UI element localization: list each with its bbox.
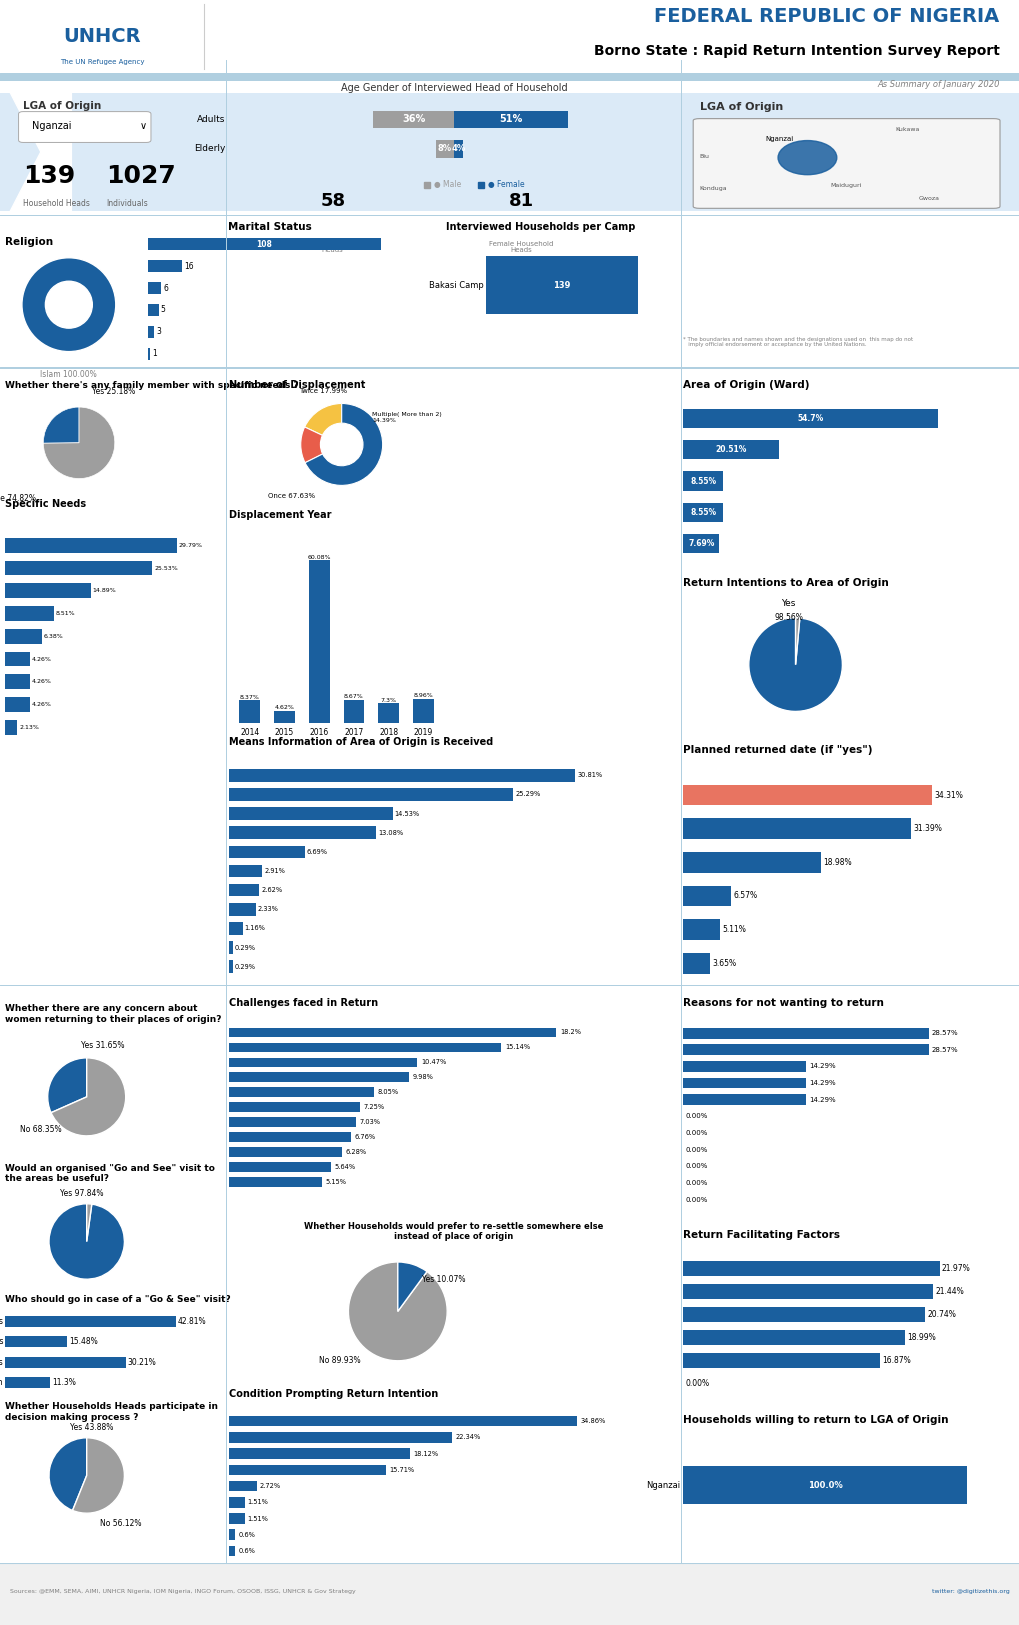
Wedge shape (305, 403, 382, 486)
Wedge shape (43, 406, 115, 478)
Wedge shape (51, 1058, 125, 1136)
Text: Female Household
Heads: Female Household Heads (488, 240, 553, 254)
Text: 2.33%: 2.33% (258, 907, 278, 912)
Bar (5, 561, 152, 575)
Text: 15.48%: 15.48% (68, 1337, 98, 1347)
Bar (229, 923, 243, 934)
Text: Whether Households Heads participate in
decision making process ?: Whether Households Heads participate in … (5, 1402, 218, 1422)
Bar (683, 785, 931, 806)
Text: Means Information of Area of Origin is Received: Means Information of Area of Origin is R… (229, 736, 493, 748)
Bar (148, 304, 159, 315)
Text: 58: 58 (320, 192, 345, 210)
Bar (683, 920, 719, 939)
Text: UNHCR: UNHCR (63, 28, 141, 46)
Bar (229, 1545, 235, 1557)
Bar (683, 1466, 966, 1505)
Text: 34.86%: 34.86% (580, 1419, 605, 1424)
Wedge shape (43, 406, 79, 444)
Text: 14.53%: 14.53% (394, 811, 420, 817)
Text: Specific Needs: Specific Needs (5, 499, 87, 509)
Text: * The boundaries and names shown and the designations used on  this map do not
 : * The boundaries and names shown and the… (683, 336, 913, 348)
Text: 0.00%: 0.00% (686, 1180, 707, 1186)
Bar (229, 1513, 245, 1524)
Title: Age Gender of Interviewed Head of Household: Age Gender of Interviewed Head of Househ… (340, 83, 567, 94)
Bar (229, 1415, 577, 1427)
Bar (683, 535, 718, 554)
Text: 51%: 51% (499, 114, 522, 125)
Text: Elderly: Elderly (194, 145, 225, 153)
Bar (435, 140, 453, 158)
Text: Condition Prompting Return Intention: Condition Prompting Return Intention (229, 1389, 438, 1399)
Text: Religion: Religion (5, 237, 53, 247)
Text: Individuals: Individuals (106, 200, 148, 208)
Text: Area of Origin (Ward): Area of Origin (Ward) (683, 380, 809, 390)
Text: 4.26%: 4.26% (32, 702, 51, 707)
Text: Nganzai: Nganzai (646, 1480, 680, 1490)
Bar (683, 1261, 938, 1276)
Text: 6.38%: 6.38% (44, 634, 63, 639)
Text: 0.00%: 0.00% (686, 1164, 707, 1170)
Bar (378, 704, 398, 723)
Text: Maiduguri: Maiduguri (829, 184, 861, 188)
Text: 8.51%: 8.51% (56, 611, 75, 616)
Text: Yes 31.65%: Yes 31.65% (81, 1042, 124, 1050)
Text: Household Heads: Household Heads (23, 200, 90, 208)
Bar (5, 652, 30, 666)
FancyBboxPatch shape (693, 119, 999, 208)
Text: Who should go in case of a "Go & See" visit?: Who should go in case of a "Go & See" vi… (5, 1295, 230, 1303)
Text: 4.62%: 4.62% (274, 705, 294, 710)
Bar (683, 886, 731, 907)
Bar (229, 1147, 342, 1157)
Text: No 56.12%: No 56.12% (100, 1519, 142, 1529)
Text: 1027: 1027 (106, 164, 175, 188)
Text: 11.3%: 11.3% (52, 1378, 76, 1388)
Bar (683, 1094, 805, 1105)
Bar (148, 325, 154, 338)
Text: ● Female: ● Female (487, 180, 524, 188)
Bar (5, 674, 30, 689)
Text: Displacement Year: Displacement Year (229, 510, 331, 520)
Text: 14.29%: 14.29% (808, 1081, 835, 1086)
Text: As Summary of January 2020: As Summary of January 2020 (876, 80, 999, 89)
Text: 3: 3 (156, 327, 161, 336)
Text: 14.29%: 14.29% (808, 1097, 835, 1103)
Text: 18.99%: 18.99% (906, 1332, 935, 1342)
Wedge shape (795, 618, 799, 665)
Text: Twice 17.99%: Twice 17.99% (299, 388, 347, 395)
Bar (229, 808, 392, 819)
Text: 4%: 4% (450, 145, 465, 153)
Text: 20.51%: 20.51% (715, 445, 746, 453)
Bar (229, 769, 575, 782)
Text: 10.47%: 10.47% (421, 1060, 446, 1066)
Text: Nganzai: Nganzai (764, 136, 793, 141)
Text: Women: Women (0, 1378, 3, 1388)
Text: 29.79%: 29.79% (178, 543, 203, 548)
Bar (5, 629, 42, 644)
Text: 16: 16 (184, 262, 194, 271)
Text: Whether there are any concern about
women returning to their places of origin?: Whether there are any concern about wome… (5, 1004, 221, 1024)
Text: 8.96%: 8.96% (414, 694, 433, 699)
Text: 0.6%: 0.6% (238, 1532, 255, 1537)
Text: Biu: Biu (699, 154, 709, 159)
Text: 15.71%: 15.71% (389, 1467, 414, 1472)
Text: Konduga: Konduga (699, 185, 727, 190)
Text: 34.31%: 34.31% (933, 790, 962, 800)
Text: 0.00%: 0.00% (686, 1129, 707, 1136)
Text: 8.37%: 8.37% (239, 696, 260, 700)
Text: Yes 97.84%: Yes 97.84% (60, 1188, 104, 1198)
Text: 5.11%: 5.11% (721, 925, 746, 934)
Text: 30.81%: 30.81% (577, 772, 602, 778)
Bar (229, 1480, 257, 1492)
Text: 100.0%: 100.0% (807, 1480, 842, 1490)
Text: Would an organised "Go and See" visit to
the areas be useful?: Would an organised "Go and See" visit to… (5, 1164, 215, 1183)
Text: Yes: Yes (781, 600, 795, 608)
Text: 1.16%: 1.16% (245, 925, 265, 931)
Text: 98.56%: 98.56% (773, 613, 802, 622)
Text: Kukawa: Kukawa (895, 127, 919, 132)
Text: 22.34%: 22.34% (454, 1435, 480, 1440)
Text: Multiple( More than 2)
14.39%: Multiple( More than 2) 14.39% (372, 413, 441, 422)
Text: 20.74%: 20.74% (926, 1310, 956, 1320)
Text: 30.21%: 30.21% (127, 1357, 156, 1367)
Text: Once 67.63%: Once 67.63% (268, 492, 315, 499)
Bar (148, 348, 150, 359)
